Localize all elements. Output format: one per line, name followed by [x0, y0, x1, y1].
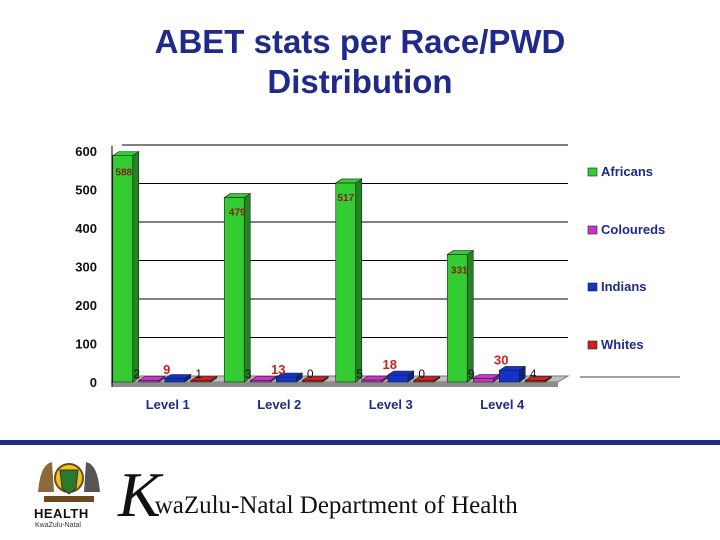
data-label: 3: [245, 367, 252, 381]
legend-swatch: [587, 282, 598, 292]
data-label: 9: [468, 367, 475, 381]
bar-top: [275, 372, 304, 378]
bar-top: [111, 151, 140, 156]
bar-indians-level-1: [163, 373, 192, 383]
logo-health-text: HEALTH: [34, 506, 89, 521]
y-tick-label: 0: [90, 375, 97, 390]
y-tick-label: 400: [75, 221, 97, 236]
chart-floor-edge: [112, 382, 558, 387]
title-line-2: Distribution: [267, 63, 453, 100]
bar-top: [223, 193, 252, 198]
x-tick-label: Level 2: [257, 397, 301, 412]
bar-africans-level-2: [223, 193, 252, 383]
bar-front: [164, 378, 186, 383]
bar-whites-level-4: [524, 375, 553, 383]
bar-front: [223, 197, 245, 383]
data-label: 5: [356, 367, 363, 381]
legend-label: Whites: [601, 337, 644, 352]
legend-label: Indians: [601, 279, 647, 294]
y-tick-label: 300: [75, 260, 97, 275]
bar-africans-level-1: [111, 151, 140, 383]
bar-front: [472, 378, 494, 383]
bar-whites-level-3: [412, 375, 441, 383]
bar-indians-level-4: [498, 365, 527, 383]
bar-top: [189, 376, 218, 381]
bar-coloureds-level-4: [472, 373, 501, 383]
data-label: 4: [530, 367, 537, 381]
legend-label: Africans: [601, 164, 653, 179]
y-tick-label: 200: [75, 298, 97, 313]
bar-top: [137, 376, 166, 381]
coat-of-arms-icon: [38, 462, 100, 502]
department-initial: K: [118, 459, 161, 530]
x-tick-label: Level 3: [369, 397, 413, 412]
data-label: 30: [494, 352, 508, 367]
x-tick-label: Level 1: [146, 397, 190, 412]
data-label: 2: [133, 367, 140, 381]
page-title: ABET stats per Race/PWD Distribution: [0, 22, 720, 102]
bar-indians-level-3: [386, 370, 415, 383]
bar-whites-level-2: [301, 375, 330, 383]
bar-side: [355, 178, 363, 383]
bar-top: [249, 376, 278, 381]
bar-top: [498, 366, 527, 371]
bar-top: [412, 376, 441, 381]
x-tick-label: Level 4: [480, 397, 525, 412]
data-label: 588: [115, 168, 132, 179]
bar-africans-level-4: [446, 250, 475, 383]
data-label: 9: [163, 362, 170, 377]
y-tick-label: 600: [75, 144, 97, 159]
y-tick-label: 500: [75, 183, 97, 198]
footer-divider: [0, 440, 720, 445]
department-rest: waZulu-Natal Department of Health: [154, 492, 518, 519]
bar-front: [275, 376, 297, 383]
bar-side: [243, 193, 251, 383]
bar-top: [524, 376, 553, 381]
bar-coloureds-level-1: [137, 375, 166, 383]
data-label: 13: [271, 362, 285, 377]
data-label: 18: [383, 357, 397, 372]
bar-africans-level-3: [334, 178, 363, 383]
bar-front: [335, 182, 357, 383]
legend-swatch: [587, 225, 598, 235]
legend-swatch: [587, 167, 598, 177]
bar-side: [132, 151, 140, 383]
title-line-1: ABET stats per Race/PWD: [154, 23, 566, 60]
data-label: 0: [307, 367, 314, 381]
bar-top: [386, 370, 415, 376]
bar-top: [446, 250, 475, 255]
y-tick-label: 100: [75, 337, 97, 352]
health-logo: HEALTH KwaZulu-Natal: [30, 452, 108, 532]
bar-indians-level-2: [275, 372, 304, 383]
data-label: 0: [418, 367, 425, 381]
department-name: KwaZulu-Natal Department of Health: [118, 462, 518, 532]
data-label: 479: [229, 208, 246, 219]
bar-side: [466, 250, 474, 383]
bar-front: [112, 155, 134, 383]
data-label: 331: [451, 266, 468, 277]
data-label: 517: [337, 193, 354, 204]
bar-top: [334, 178, 363, 184]
data-label: 1: [195, 367, 202, 381]
bar-coloureds-level-2: [249, 375, 278, 383]
legend-swatch: [587, 340, 598, 350]
legend-label: Coloureds: [601, 222, 665, 237]
bar-top: [301, 376, 330, 381]
bar-whites-level-1: [189, 375, 218, 383]
bar-top: [163, 374, 192, 379]
bar-front: [387, 374, 409, 383]
bar-front: [498, 370, 520, 383]
logo-kzn-text: KwaZulu-Natal: [35, 522, 81, 529]
